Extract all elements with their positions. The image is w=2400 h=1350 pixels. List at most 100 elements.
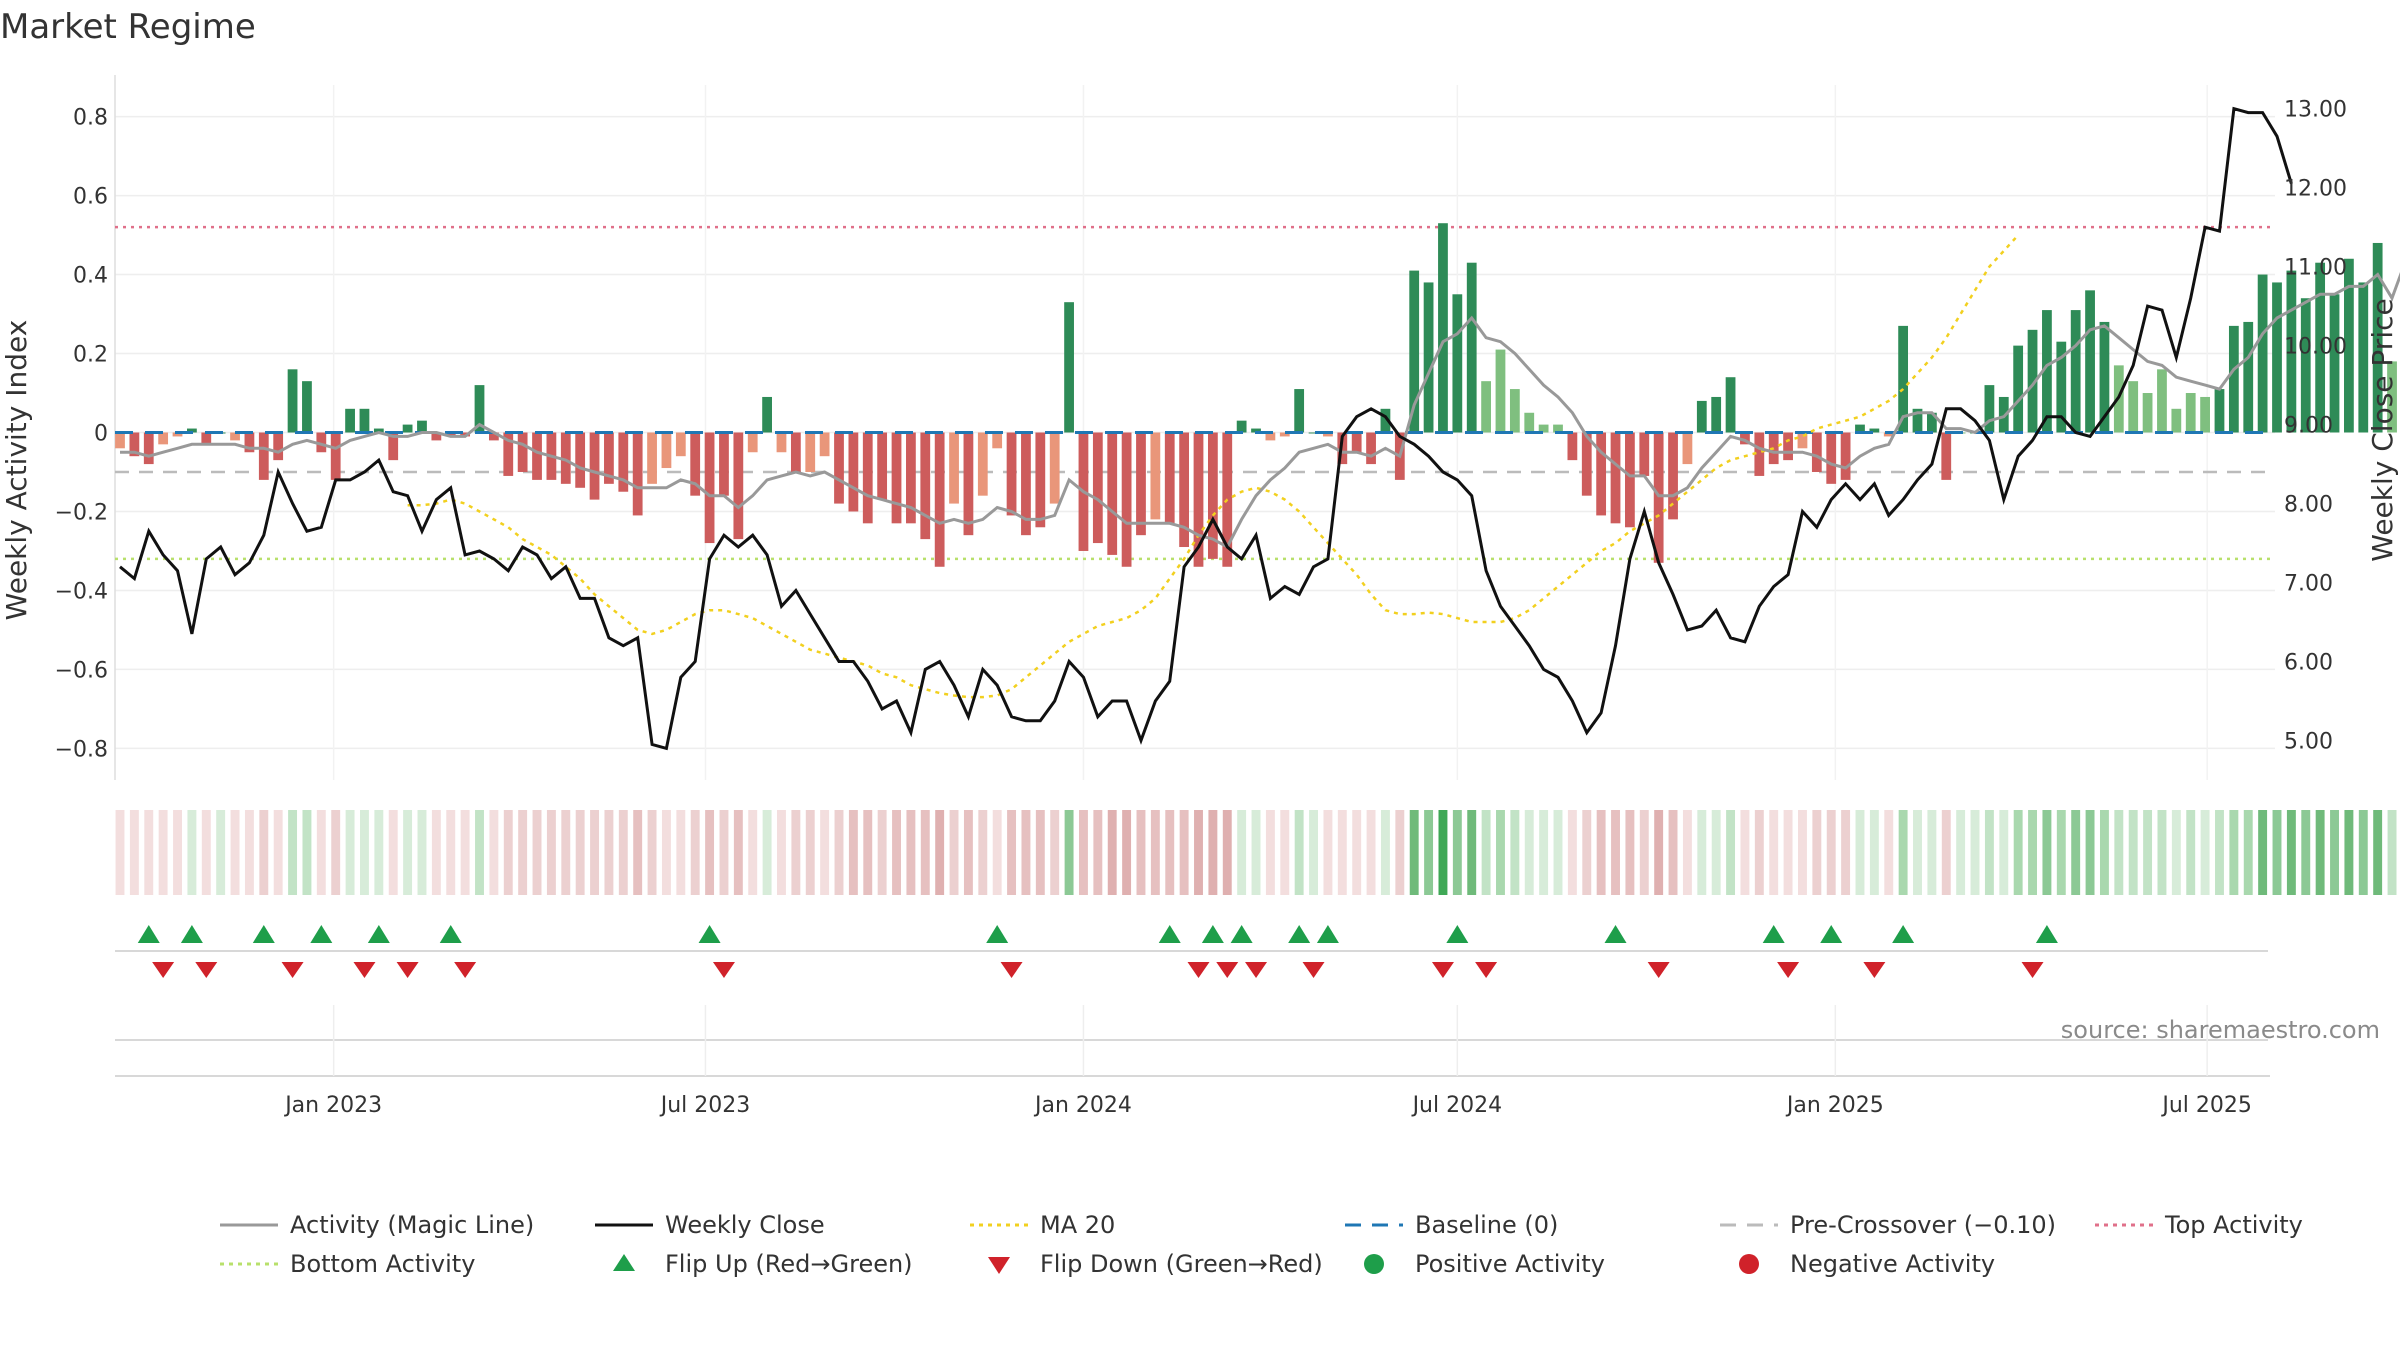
activity-bar <box>2214 389 2225 433</box>
activity-bar <box>431 432 442 441</box>
regime-cell <box>805 810 815 895</box>
regime-cell <box>1582 810 1592 895</box>
activity-bar <box>316 432 327 453</box>
left-tick-label: 0.4 <box>73 264 108 289</box>
regime-cell <box>1366 810 1376 895</box>
regime-cell <box>2028 810 2037 895</box>
regime-cell <box>1093 810 1103 895</box>
activity-bar <box>187 428 197 433</box>
right-tick-label: 5.00 <box>2284 730 2333 755</box>
activity-bar <box>2171 408 2182 433</box>
regime-cell <box>1107 810 1117 895</box>
activity-bar <box>1251 428 1261 433</box>
regime-cell <box>374 810 384 895</box>
legend-label: Bottom Activity <box>290 1250 475 1278</box>
activity-bar <box>2286 270 2297 433</box>
activity-bar <box>1538 424 1549 433</box>
activity-bar <box>906 432 916 524</box>
flip-down-marker <box>1187 962 1210 978</box>
flip-up-marker <box>1201 925 1224 943</box>
activity-bar <box>503 432 514 476</box>
activity-bar <box>1193 432 1204 567</box>
regime-cell <box>2200 810 2210 895</box>
right-tick-label: 8.00 <box>2284 493 2333 518</box>
flip-down-marker <box>2021 962 2044 978</box>
left-tick-label: 0.2 <box>73 343 108 368</box>
x-tick-label: Jan 2024 <box>1033 1093 1132 1118</box>
regime-cell <box>2387 810 2397 895</box>
regime-cell <box>2085 810 2095 895</box>
regime-cell <box>992 810 1002 895</box>
activity-bar <box>1869 428 1880 433</box>
legend-item: Flip Up (Red→Green) <box>613 1250 913 1278</box>
regime-cell <box>1222 810 1232 895</box>
regime-cell <box>1884 810 1894 895</box>
activity-bar <box>790 432 801 472</box>
activity-bar <box>1855 424 1865 433</box>
activity-bar <box>2358 282 2369 433</box>
activity-bar <box>330 432 341 480</box>
regime-cell <box>1280 810 1290 895</box>
regime-cell <box>1769 810 1779 895</box>
regime-cell <box>2229 810 2239 895</box>
activity-bar <box>1179 432 1190 548</box>
regime-cell <box>633 810 643 895</box>
regime-cell <box>733 810 743 895</box>
regime-cell <box>2042 810 2052 895</box>
regime-cell <box>115 810 125 895</box>
left-axis-label: Weekly Activity Index <box>0 320 33 621</box>
activity-bar <box>129 432 140 457</box>
regime-cell <box>2171 810 2181 895</box>
flip-down-marker <box>1863 962 1886 978</box>
chart-title: Market Regime <box>0 7 256 47</box>
activity-bar <box>2056 341 2067 433</box>
legend-item: Top Activity <box>2095 1211 2303 1239</box>
activity-bar <box>992 432 1003 449</box>
activity-bar <box>373 428 384 433</box>
activity-bar <box>488 432 499 441</box>
flip-up-marker <box>1892 925 1915 943</box>
series-lines <box>115 106 2400 751</box>
regime-cell <box>1553 810 1563 895</box>
flip-down-marker <box>1475 962 1498 978</box>
regime-cell <box>1438 810 1448 895</box>
regime-cell <box>1352 810 1362 895</box>
activity-bar <box>661 432 672 469</box>
legend-item: Bottom Activity <box>220 1250 475 1278</box>
activity-magic-line <box>120 271 2400 550</box>
regime-cell <box>1682 810 1692 895</box>
regime-cell <box>1855 810 1865 895</box>
regime-cell <box>1798 810 1807 895</box>
regime-cell <box>403 810 413 895</box>
legend-item: MA 20 <box>970 1211 1115 1239</box>
activity-bar <box>158 432 169 445</box>
regime-cell <box>1711 810 1721 895</box>
regime-cell <box>834 810 844 895</box>
activity-bar <box>1121 432 1132 567</box>
activity-bar <box>1567 432 1578 461</box>
activity-bar <box>2027 329 2038 433</box>
activity-bar <box>776 432 787 453</box>
regime-cell <box>604 810 614 895</box>
regime-cell <box>446 810 456 895</box>
activity-bar <box>1610 432 1621 524</box>
legend-label: Negative Activity <box>1790 1250 1995 1278</box>
regime-cell <box>1136 810 1146 895</box>
regime-cell <box>2114 810 2124 895</box>
regime-cell <box>129 810 139 895</box>
regime-cell <box>489 810 499 895</box>
activity-bar <box>589 432 600 500</box>
activity-bar <box>1150 432 1161 520</box>
regime-cell <box>1380 810 1390 895</box>
flip-down-marker <box>195 962 218 978</box>
activity-bar <box>115 432 125 449</box>
regime-cell <box>1452 810 1462 895</box>
activity-bar <box>675 432 686 457</box>
activity-bar <box>1294 389 1305 433</box>
flip-up-marker <box>1316 925 1339 943</box>
regime-cell <box>201 810 211 895</box>
regime-cell <box>460 810 470 895</box>
activity-bar <box>1553 424 1563 433</box>
flip-down-marker <box>1245 962 1268 978</box>
